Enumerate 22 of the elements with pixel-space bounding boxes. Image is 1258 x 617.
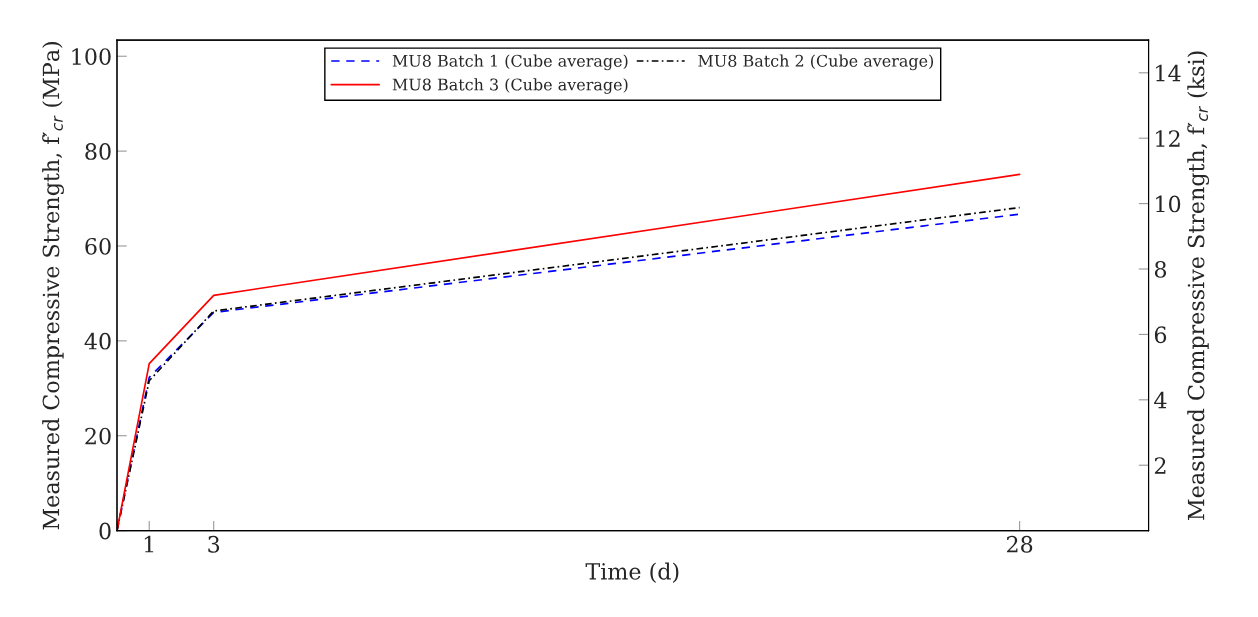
y2-tick-label: 4 (1154, 391, 1167, 409)
x-axis-title: Time (d) (585, 562, 679, 583)
y2-axis-title: Measured Compressive Strength, f′$_{cr}$ (ksi) (1187, 51, 1210, 520)
y-tick-label: 20 (85, 427, 111, 445)
y2-tick-label: 12 (1156, 130, 1180, 147)
x-tick-label: 1 (144, 535, 154, 553)
legend-label: MU8 Batch 2 (Cube average) (698, 54, 934, 71)
y2-tick-label: 6 (1154, 326, 1167, 344)
y2-tick-label: 8 (1154, 260, 1167, 278)
legend-label: MU8 Batch 1 (Cube average) (392, 54, 628, 71)
y-tick-label: 100 (72, 48, 111, 65)
y-axis-title: Measured Compressive Strength, f′$_{cr}$ (MPa) (42, 42, 64, 530)
y2-tick-label: 10 (1156, 195, 1181, 213)
y-tick-label: 80 (85, 143, 111, 160)
y2-tick-label: 2 (1154, 457, 1166, 474)
legend-label: MU8 Batch 3 (Cube average) (392, 78, 628, 94)
y-tick-label: 40 (84, 332, 111, 350)
x-tick-label: 28 (1006, 535, 1033, 553)
y-tick-label: 0 (99, 522, 111, 540)
x-tick-label: 3 (208, 535, 220, 553)
y-tick-label: 60 (85, 237, 111, 255)
y2-tick-label: 14 (1156, 64, 1181, 82)
